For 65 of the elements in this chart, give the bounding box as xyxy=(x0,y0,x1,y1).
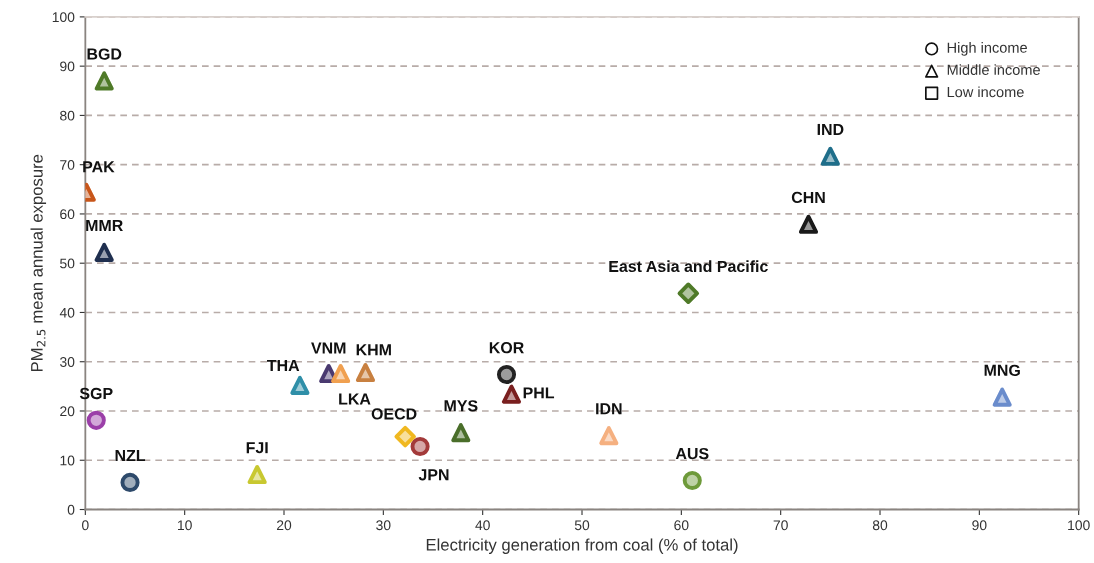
y-tick-label: 30 xyxy=(60,357,75,367)
annotation: IDN xyxy=(596,403,622,415)
point xyxy=(331,363,351,384)
point xyxy=(410,436,430,457)
x-tick-label: 60 xyxy=(674,520,689,531)
x-tick-label: 40 xyxy=(475,520,490,531)
annotation: OECD xyxy=(371,408,417,420)
annotation: MNG xyxy=(984,364,1020,376)
annotation: BGD xyxy=(87,48,122,60)
x-axis-title: Electricity generation from coal (% of total) xyxy=(426,538,738,554)
x-tick-label: 80 xyxy=(872,520,888,531)
annotation: SGP xyxy=(79,387,113,400)
point xyxy=(992,387,1012,407)
annotation: Middle income xyxy=(947,64,1040,75)
annotation: KHM xyxy=(356,344,391,356)
annotation: FJI xyxy=(246,442,268,454)
annotation: JPN xyxy=(418,469,449,481)
point xyxy=(682,470,702,491)
annotation: Low income xyxy=(947,86,1024,98)
annotation: AUS xyxy=(675,447,709,460)
x-tick-label: 30 xyxy=(376,520,391,531)
annotation: IND xyxy=(817,123,844,135)
x-tick-label: 0 xyxy=(82,520,89,531)
y-tick-label: 90 xyxy=(60,61,75,72)
annotation: East Asia and Pacific xyxy=(609,260,768,273)
point xyxy=(394,425,416,448)
point xyxy=(355,363,376,383)
point xyxy=(798,214,819,234)
y-tick-label: 60 xyxy=(60,209,75,220)
annotation: MMR xyxy=(86,220,123,231)
annotation: MYS xyxy=(444,400,478,412)
point xyxy=(501,384,522,404)
y-axis-title: PM$_{2.5}$ mean annual exposure xyxy=(30,154,47,372)
annotation: High income xyxy=(947,42,1027,56)
x-tick-label: 10 xyxy=(178,520,192,531)
x-tick-label: 70 xyxy=(773,520,788,531)
x-tick-label: 100 xyxy=(1068,520,1090,531)
y-tick-label: 0 xyxy=(67,504,75,515)
annotation: LKA xyxy=(339,393,371,405)
y-tick-label: 40 xyxy=(59,307,75,318)
annotation: PHL xyxy=(523,387,555,399)
point xyxy=(94,242,114,262)
point xyxy=(496,364,517,385)
point xyxy=(86,410,106,430)
point xyxy=(599,426,619,446)
point xyxy=(820,146,840,166)
y-tick-label: 10 xyxy=(60,455,75,466)
point xyxy=(451,423,471,443)
point xyxy=(247,464,267,485)
y-tick-label: 20 xyxy=(60,406,75,417)
y-tick-label: 70 xyxy=(60,160,75,170)
y-tick-label: 50 xyxy=(60,258,75,269)
annotation: KOR xyxy=(489,342,524,354)
annotation: PAK xyxy=(83,161,115,173)
point xyxy=(120,472,140,492)
x-tick-label: 20 xyxy=(276,520,292,531)
point xyxy=(290,375,310,395)
annotation: THA xyxy=(267,359,300,371)
y-tick-label: 100 xyxy=(52,12,75,23)
annotation: NZL xyxy=(115,450,146,462)
y-tick-label: 80 xyxy=(60,110,75,121)
x-tick-label: 90 xyxy=(972,520,987,531)
x-tick-label: 50 xyxy=(574,520,590,531)
annotation: CHN xyxy=(791,191,825,204)
annotation: VNM xyxy=(311,342,346,354)
